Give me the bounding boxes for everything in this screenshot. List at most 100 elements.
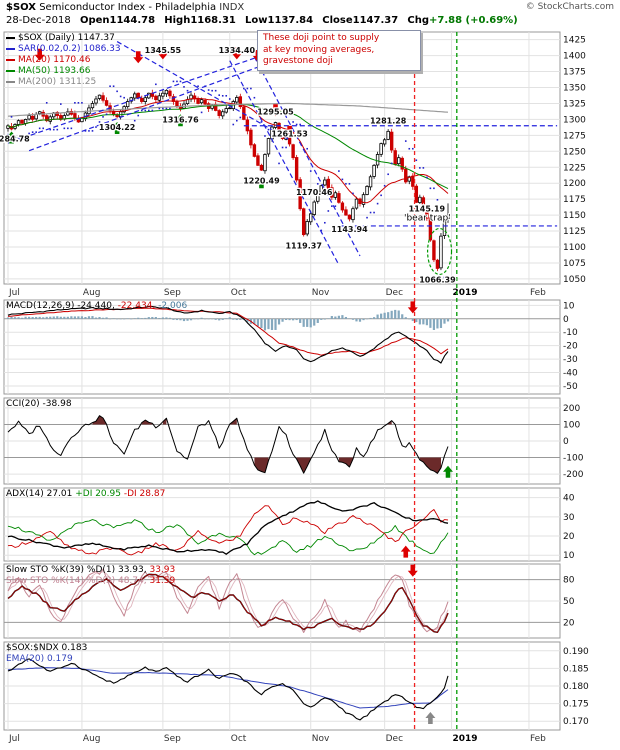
up-arrow-icon (112, 122, 123, 134)
ratio-panel: 0.190 0.185 0.180 0.175 0.170 (3, 641, 589, 731)
svg-text:0.180: 0.180 (563, 682, 589, 692)
high-value: 1168.31 (190, 15, 236, 26)
down-arrow-icon (133, 51, 144, 64)
callout-line: gravestone doji (263, 56, 333, 66)
svg-text:Sep: Sep (164, 734, 181, 744)
macd-histogram (6, 309, 450, 331)
svg-text:0: 0 (563, 315, 569, 325)
svg-text:Dec: Dec (386, 734, 403, 744)
svg-text:2019: 2019 (453, 734, 478, 744)
svg-text:1304.22: 1304.22 (99, 123, 135, 132)
svg-text:0.190: 0.190 (563, 647, 589, 657)
svg-text:'bear trap': 'bear trap' (404, 214, 451, 224)
svg-text:Feb: Feb (530, 734, 546, 744)
svg-text:-50: -50 (563, 382, 578, 392)
svg-text:1143.94: 1143.94 (331, 225, 368, 234)
svg-text:10: 10 (563, 551, 575, 561)
copyright-link[interactable]: © StockCharts.com (525, 2, 614, 12)
svg-text:10: 10 (563, 301, 575, 311)
svg-text:-20: -20 (563, 342, 578, 352)
svg-text:1150: 1150 (563, 211, 586, 221)
svg-text:1050: 1050 (563, 275, 586, 285)
svg-text:1075: 1075 (563, 259, 586, 269)
svg-text:1345.55: 1345.55 (145, 46, 182, 55)
svg-text:1316.76: 1316.76 (162, 115, 199, 124)
svg-text:0.175: 0.175 (563, 700, 589, 710)
svg-text:1220.49: 1220.49 (243, 177, 280, 186)
svg-text:1145.19: 1145.19 (409, 205, 446, 214)
svg-text:-30: -30 (563, 355, 578, 365)
svg-text:200: 200 (563, 404, 580, 414)
down-arrow-icon (407, 301, 418, 314)
svg-text:20: 20 (563, 532, 575, 542)
svg-text:100: 100 (563, 420, 580, 430)
svg-text:Dec: Dec (386, 288, 403, 298)
svg-text:1400: 1400 (563, 52, 586, 62)
svg-text:1119.37: 1119.37 (285, 242, 321, 251)
svg-text:Nov: Nov (312, 734, 330, 744)
svg-text:50: 50 (563, 597, 575, 607)
svg-text:-100: -100 (563, 454, 584, 464)
svg-text:-10: -10 (563, 328, 578, 338)
svg-text:2019: 2019 (453, 288, 478, 298)
svg-text:40: 40 (563, 494, 575, 504)
svg-text:Oct: Oct (231, 288, 247, 298)
svg-text:1200: 1200 (563, 179, 586, 189)
svg-text:1250: 1250 (563, 147, 586, 157)
chg-label: Chg (407, 15, 429, 26)
low-value: 1137.84 (267, 15, 314, 26)
svg-text:1066.39: 1066.39 (419, 276, 456, 285)
svg-text:Oct: Oct (231, 734, 247, 744)
svg-text:1175: 1175 (563, 195, 586, 205)
svg-text:Nov: Nov (312, 288, 330, 298)
svg-text:20: 20 (563, 618, 575, 628)
x-axis-labels: Jul Aug Sep Oct Nov Dec 2019 Feb Jul Aug Sep Oct Nov… (8, 288, 546, 744)
svg-text:-40: -40 (563, 369, 578, 379)
svg-text:1275: 1275 (563, 131, 586, 141)
svg-text:1261.53: 1261.53 (271, 129, 307, 138)
symbol: $SOX (6, 2, 37, 13)
down-arrow-icon (270, 104, 281, 117)
exchange: INDX (219, 2, 245, 13)
chart-header: $SOX Semiconductor Index - Philadelphia … (6, 2, 614, 13)
svg-text:1375: 1375 (563, 68, 586, 78)
svg-text:0.185: 0.185 (563, 664, 589, 674)
svg-text:1295.05: 1295.05 (257, 108, 294, 117)
low-label: Low (245, 15, 268, 26)
up-arrow-icon (256, 176, 267, 189)
open-value: 1144.78 (109, 15, 156, 26)
svg-text:1425: 1425 (563, 36, 586, 46)
svg-text:1170.46: 1170.46 (296, 188, 333, 197)
macd-panel: 10 0 -10 -20 -30 -40 -50 (3, 299, 578, 395)
price-panel: 1425 1400 1375 1350 1325 1300 1275 1250 1225 1200… (3, 31, 586, 285)
sto-panel: 80 50 20 (3, 563, 575, 639)
annotations: 1284.78 1304.22 1345.55 1316.76 1334.40 1295.… (0, 32, 558, 730)
quote-date: 28-Dec-2018 (6, 15, 71, 26)
parabolic-sar-dots (7, 80, 449, 279)
svg-text:0.170: 0.170 (563, 717, 589, 727)
annotation-callout: These doji point to supply at key moving… (257, 30, 421, 71)
quote-line: 28-Dec-2018 Open1144.78 High1168.31 Low1… (6, 15, 518, 26)
svg-text:Aug: Aug (83, 288, 101, 298)
svg-text:1100: 1100 (563, 243, 586, 253)
svg-text:-200: -200 (563, 470, 584, 480)
svg-text:Feb: Feb (530, 288, 546, 298)
svg-text:Jul: Jul (8, 288, 20, 298)
svg-text:1325: 1325 (563, 99, 586, 109)
svg-text:80: 80 (563, 576, 575, 586)
svg-text:1281.28: 1281.28 (370, 117, 407, 126)
svg-text:1284.78: 1284.78 (0, 135, 30, 144)
svg-text:Aug: Aug (83, 734, 101, 744)
callout-line: at key moving averages, (263, 44, 375, 55)
down-arrow-icon (407, 564, 418, 577)
adx-panel: 40 30 20 10 (3, 487, 575, 562)
up-arrow-icon (425, 712, 436, 724)
down-arrow-icon (231, 47, 242, 60)
chg-value: +7.88 (+0.69%) (429, 15, 518, 26)
svg-text:1125: 1125 (563, 227, 586, 237)
cci-panel: 200 100 0 -100 -200 (3, 397, 584, 485)
up-arrow-icon (6, 131, 17, 144)
down-arrow-icon (34, 48, 45, 61)
svg-text:1334.40: 1334.40 (219, 46, 256, 55)
